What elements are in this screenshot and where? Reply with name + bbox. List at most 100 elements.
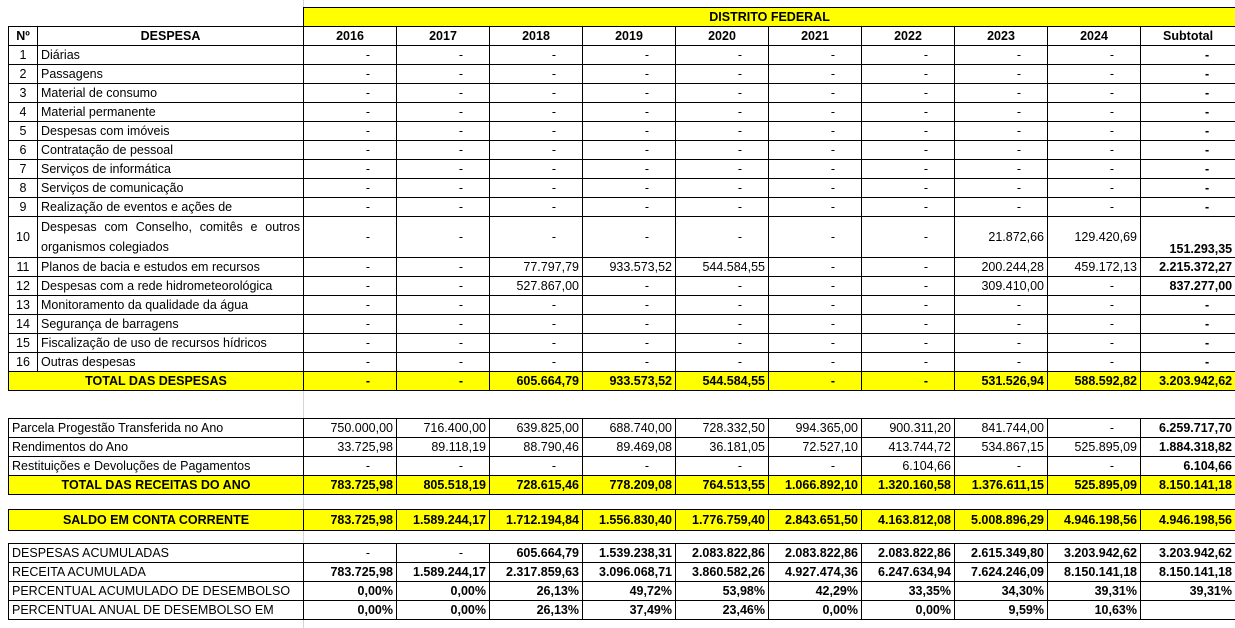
value-cell: -	[303, 159, 397, 179]
row-number: 15	[8, 333, 38, 353]
value-cell: 750.000,00	[303, 418, 397, 438]
value-cell: -	[396, 64, 490, 84]
value-cell: 1.589.244,17	[396, 509, 490, 531]
value-cell: 544.584,55	[675, 371, 769, 391]
value-cell: -	[954, 45, 1048, 65]
value-cell: -	[675, 178, 769, 198]
value-cell: 1.376.611,15	[954, 475, 1048, 495]
value-cell: -	[675, 456, 769, 476]
value-cell: -	[303, 257, 397, 277]
value-cell: -	[675, 333, 769, 353]
value-cell: -	[489, 216, 583, 258]
value-cell: -	[675, 314, 769, 334]
subtotal-cell: -	[1139, 83, 1235, 103]
expense-row: 3 Material de consumo - - - - - - - - - -	[8, 83, 1235, 103]
value-cell: -	[303, 178, 397, 198]
value-cell: 2.615.349,80	[954, 543, 1048, 563]
value-cell: 933.573,52	[582, 257, 676, 277]
col-header-despesa: DESPESA	[37, 26, 304, 46]
value-cell: 89.469,08	[582, 437, 676, 457]
value-cell: -	[954, 140, 1048, 160]
value-cell: -	[489, 178, 583, 198]
value-cell: -	[954, 295, 1048, 315]
value-cell: -	[303, 276, 397, 296]
subtotal-cell: -	[1139, 159, 1235, 179]
value-cell: 1.320.160,58	[861, 475, 955, 495]
expense-label: Realização de eventos e ações de	[37, 197, 304, 217]
value-cell: -	[582, 314, 676, 334]
value-cell: -	[768, 121, 862, 141]
value-cell: -	[675, 197, 769, 217]
value-cell: 9,59%	[954, 600, 1048, 620]
value-cell: -	[861, 352, 955, 372]
subtotal-cell: 2.215.372,27	[1139, 257, 1235, 277]
col-header-year: 2019	[582, 26, 676, 46]
value-cell: -	[861, 276, 955, 296]
expense-row: 1 Diárias - - - - - - - - - -	[8, 45, 1235, 65]
value-cell: -	[489, 140, 583, 160]
value-cell: -	[303, 102, 397, 122]
subtotal-cell: 837.277,00	[1139, 276, 1235, 296]
value-cell: -	[303, 197, 397, 217]
subtotal-cell: -	[1139, 352, 1235, 372]
value-cell: -	[675, 83, 769, 103]
value-cell: -	[675, 216, 769, 258]
value-cell: -	[582, 197, 676, 217]
subtotal-cell: -	[1139, 295, 1235, 315]
value-cell: -	[768, 314, 862, 334]
value-cell: 129.420,69	[1047, 216, 1141, 258]
value-cell: -	[303, 83, 397, 103]
value-cell: 39,31%	[1047, 581, 1141, 601]
value-cell: -	[954, 102, 1048, 122]
expense-label: Material de consumo	[37, 83, 304, 103]
value-cell: 527.867,00	[489, 276, 583, 296]
expense-row: 8 Serviços de comunicação - - - - - - - - - -	[8, 178, 1235, 198]
col-header-year: 2023	[954, 26, 1048, 46]
value-cell: -	[396, 178, 490, 198]
value-cell: 2.083.822,86	[675, 543, 769, 563]
value-cell: 8.150.141,18	[1047, 562, 1141, 582]
value-cell: -	[1047, 295, 1141, 315]
value-cell: -	[954, 352, 1048, 372]
subtotal-cell: -	[1139, 333, 1235, 353]
expense-label: Passagens	[37, 64, 304, 84]
value-cell: -	[303, 314, 397, 334]
row-number: 11	[8, 257, 38, 277]
value-cell: -	[675, 295, 769, 315]
expense-label: Serviços de comunicação	[37, 178, 304, 198]
cumulative-label: PERCENTUAL ACUMULADO DE DESEMBOLSO	[8, 581, 304, 601]
value-cell: 3.860.582,26	[675, 562, 769, 582]
value-cell: -	[489, 197, 583, 217]
value-cell: 49,72%	[582, 581, 676, 601]
value-cell: -	[861, 197, 955, 217]
value-cell: 89.118,19	[396, 437, 490, 457]
balance-label: SALDO EM CONTA CORRENTE	[8, 509, 304, 531]
expense-label: Material permanente	[37, 102, 304, 122]
value-cell: -	[396, 352, 490, 372]
value-cell: -	[768, 140, 862, 160]
value-cell: -	[861, 140, 955, 160]
header-row: Nº DESPESA 2016 2017 2018 2019 2020 2021…	[8, 26, 1235, 46]
expense-label: Planos de bacia e estudos em recursos	[37, 257, 304, 277]
value-cell: -	[396, 216, 490, 258]
value-cell: -	[303, 456, 397, 476]
subtotal-cell: 1.884.318,82	[1140, 437, 1235, 457]
subtotal-cell: 39,31%	[1140, 581, 1235, 601]
expense-label: Fiscalização de uso de recursos hídricos	[37, 333, 304, 353]
value-cell: -	[582, 159, 676, 179]
value-cell: 3.096.068,71	[582, 562, 676, 582]
value-cell: 0,00%	[768, 600, 862, 620]
value-cell: -	[1047, 45, 1141, 65]
value-cell: -	[303, 140, 397, 160]
cumulative-table: DESPESAS ACUMULADAS - -605.664,79 1.539.238…	[8, 543, 1235, 620]
row-number: 5	[8, 121, 38, 141]
subtotal-cell: 8.150.141,18	[1140, 475, 1235, 495]
cumulative-row: RECEITA ACUMULADA 783.725,98 1.589.244,17 2…	[8, 562, 1235, 582]
expense-label: Despesas com imóveis	[37, 121, 304, 141]
value-cell: 6.104,66	[861, 456, 955, 476]
subtotal-cell: 3.203.942,62	[1140, 543, 1235, 563]
value-cell: 4.163.812,08	[861, 509, 955, 531]
table-title: DISTRITO FEDERAL	[302, 7, 1235, 27]
value-cell: -	[768, 333, 862, 353]
value-cell: -	[396, 45, 490, 65]
